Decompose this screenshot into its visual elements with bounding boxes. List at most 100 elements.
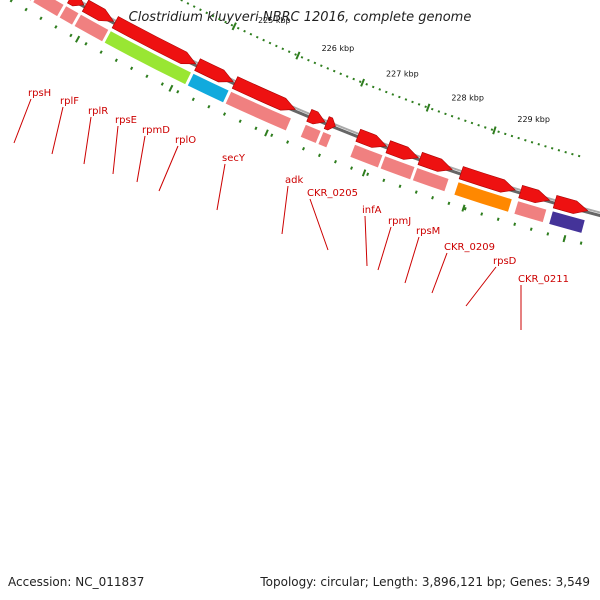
scale-dot [577, 154, 581, 158]
upper-tick [361, 169, 367, 177]
scale-dot [307, 58, 310, 62]
upper-dot [222, 112, 227, 116]
scale-dot [300, 56, 304, 59]
scale-label: 226 kbp [322, 44, 355, 53]
scale-dot [411, 100, 414, 104]
cds-arrow-5 [81, 0, 115, 22]
cog-band-8 [224, 90, 293, 132]
upper-dot [513, 222, 517, 226]
scale-dot [211, 14, 215, 18]
cog-band-15 [513, 200, 548, 224]
gene-label: CKR_0205 [307, 188, 358, 199]
leader-line [431, 252, 448, 294]
upper-tick [75, 35, 81, 43]
scale-dot [186, 2, 190, 5]
upper-dot [496, 217, 500, 221]
upper-dot [254, 126, 258, 131]
gene-label: CKR_0209 [444, 242, 495, 253]
scale-label: 229 kbp [517, 115, 550, 124]
scale-dot [255, 35, 259, 39]
cds-arrow-14 [458, 166, 516, 193]
upper-dot [317, 153, 321, 158]
scale-dot [371, 85, 375, 89]
upper-dot [54, 25, 58, 29]
upper-dot [130, 66, 134, 71]
scale-dot [444, 112, 447, 116]
upper-dot [84, 42, 88, 46]
scale-dot [230, 23, 234, 27]
cds-arrow-16 [552, 195, 589, 214]
scale-major-tick [425, 103, 431, 112]
cds-arrow-13 [417, 151, 453, 172]
scale-major-tick [295, 51, 301, 60]
cds-arrow-7 [194, 58, 234, 83]
cog-band-12 [379, 155, 416, 181]
scale-dot [326, 67, 330, 70]
scale-dot [477, 123, 480, 127]
scale-label: 227 kbp [386, 70, 419, 79]
scale-dot [249, 32, 253, 36]
leader-line [364, 215, 368, 267]
gene-label: CKR_0211 [518, 274, 569, 285]
leader-line [377, 226, 392, 271]
cog-band-7 [186, 72, 230, 104]
upper-dot [579, 241, 583, 245]
backbone-inner [76, 0, 600, 214]
cds-arrow-10 [323, 116, 336, 131]
scale-dot [557, 149, 561, 152]
upper-dot [99, 50, 103, 54]
upper-dot [546, 232, 550, 236]
cds-arrow-11 [355, 128, 388, 148]
scale-major-tick [492, 126, 497, 135]
scale-dot [287, 50, 291, 54]
upper-dot [9, 0, 13, 3]
scale-dot [530, 141, 534, 144]
upper-dot [350, 166, 354, 170]
upper-dot [145, 74, 149, 79]
upper-dot [398, 184, 402, 189]
scale-dot [192, 5, 196, 8]
leader-line [158, 145, 179, 192]
gene-label: rpsD [493, 256, 517, 267]
cog-band-2 [27, 0, 33, 3]
upper-dot [286, 140, 290, 144]
scale-dot [378, 88, 382, 91]
upper-dot [176, 89, 180, 94]
scale-dot [320, 64, 323, 67]
scale-dot [268, 41, 272, 45]
scale-dot [358, 80, 362, 84]
scale-dot [281, 47, 285, 51]
upper-tick [461, 204, 466, 212]
cog-band-5 [73, 13, 110, 43]
scale-dot [490, 128, 494, 131]
scale-dot [430, 107, 434, 111]
leader-line [216, 163, 226, 211]
upper-dot [114, 58, 118, 63]
gene-label: rplR [88, 106, 108, 117]
gene-label: rpmD [142, 125, 170, 136]
cog-band-6 [103, 29, 193, 86]
scale-major-tick [231, 22, 237, 31]
scale-dot [313, 61, 317, 65]
scale-dot [404, 98, 408, 101]
scale-dot [564, 150, 567, 154]
upper-dot [238, 119, 242, 124]
scale-dot [537, 143, 540, 146]
cog-band-4 [58, 4, 80, 26]
gene-label: secY [222, 153, 246, 164]
cog-band-10 [317, 130, 333, 149]
scale-dot [262, 38, 265, 42]
leader-line [51, 106, 64, 155]
cog-band-16 [547, 210, 586, 235]
gene-label: adk [285, 175, 303, 186]
scale-dot [464, 119, 467, 123]
gene-label: infA [362, 205, 382, 216]
upper-dot [382, 178, 386, 183]
gene-label: rplO [175, 135, 196, 146]
scale-dot [205, 11, 209, 15]
scale-dot [437, 110, 441, 113]
cog-band-3 [31, 0, 65, 18]
scale-dot [345, 75, 349, 78]
gene-label: rplF [60, 96, 79, 107]
